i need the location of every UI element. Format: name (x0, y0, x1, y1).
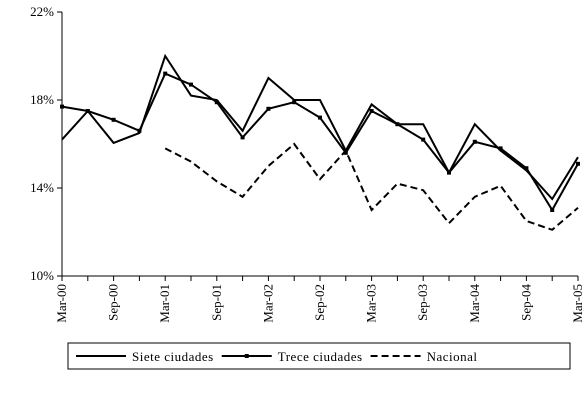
series-marker (395, 122, 400, 127)
series-marker (163, 71, 168, 76)
x-tick-label: Sep-01 (209, 284, 224, 321)
series-marker (266, 106, 271, 111)
series-marker (472, 139, 477, 144)
x-tick-label: Sep-03 (415, 284, 430, 321)
x-tick-label: Sep-00 (106, 284, 121, 321)
y-tick-label: 10% (30, 268, 54, 283)
series-marker (292, 100, 297, 105)
series-marker (447, 170, 451, 175)
series-marker (576, 161, 580, 166)
x-tick-label: Mar-04 (467, 284, 482, 323)
legend-box (67, 342, 571, 370)
series-marker (318, 115, 322, 120)
legend-label: Trece ciudades (278, 349, 363, 364)
series-marker (369, 109, 374, 113)
legend-marker (244, 354, 249, 358)
x-tick-label: Mar-00 (54, 284, 69, 323)
series-marker (550, 208, 555, 212)
legend-label: Siete ciudades (132, 349, 214, 364)
series-marker (111, 117, 116, 122)
series-marker (421, 137, 426, 142)
series-marker (343, 150, 348, 155)
series-line (164, 142, 579, 231)
series-marker (524, 166, 529, 171)
x-tick-label: Mar-05 (570, 284, 583, 323)
series-line (61, 53, 579, 201)
series-marker (60, 104, 64, 109)
x-tick-label: Mar-03 (364, 284, 379, 323)
series-marker (85, 109, 90, 113)
x-tick-label: Sep-02 (312, 284, 327, 321)
series-line (61, 72, 579, 212)
x-tick-label: Mar-02 (260, 284, 275, 323)
y-tick-label: 14% (30, 180, 54, 195)
x-tick-label: Mar-01 (157, 284, 172, 323)
series-marker (214, 100, 219, 105)
y-tick-label: 22% (30, 4, 54, 19)
legend-label: Nacional (427, 349, 478, 364)
series-marker (189, 82, 193, 87)
series-marker (240, 135, 245, 140)
y-tick-label: 18% (30, 92, 54, 107)
series-marker (137, 128, 142, 133)
series-marker (498, 146, 503, 151)
x-tick-label: Sep-04 (518, 284, 533, 321)
